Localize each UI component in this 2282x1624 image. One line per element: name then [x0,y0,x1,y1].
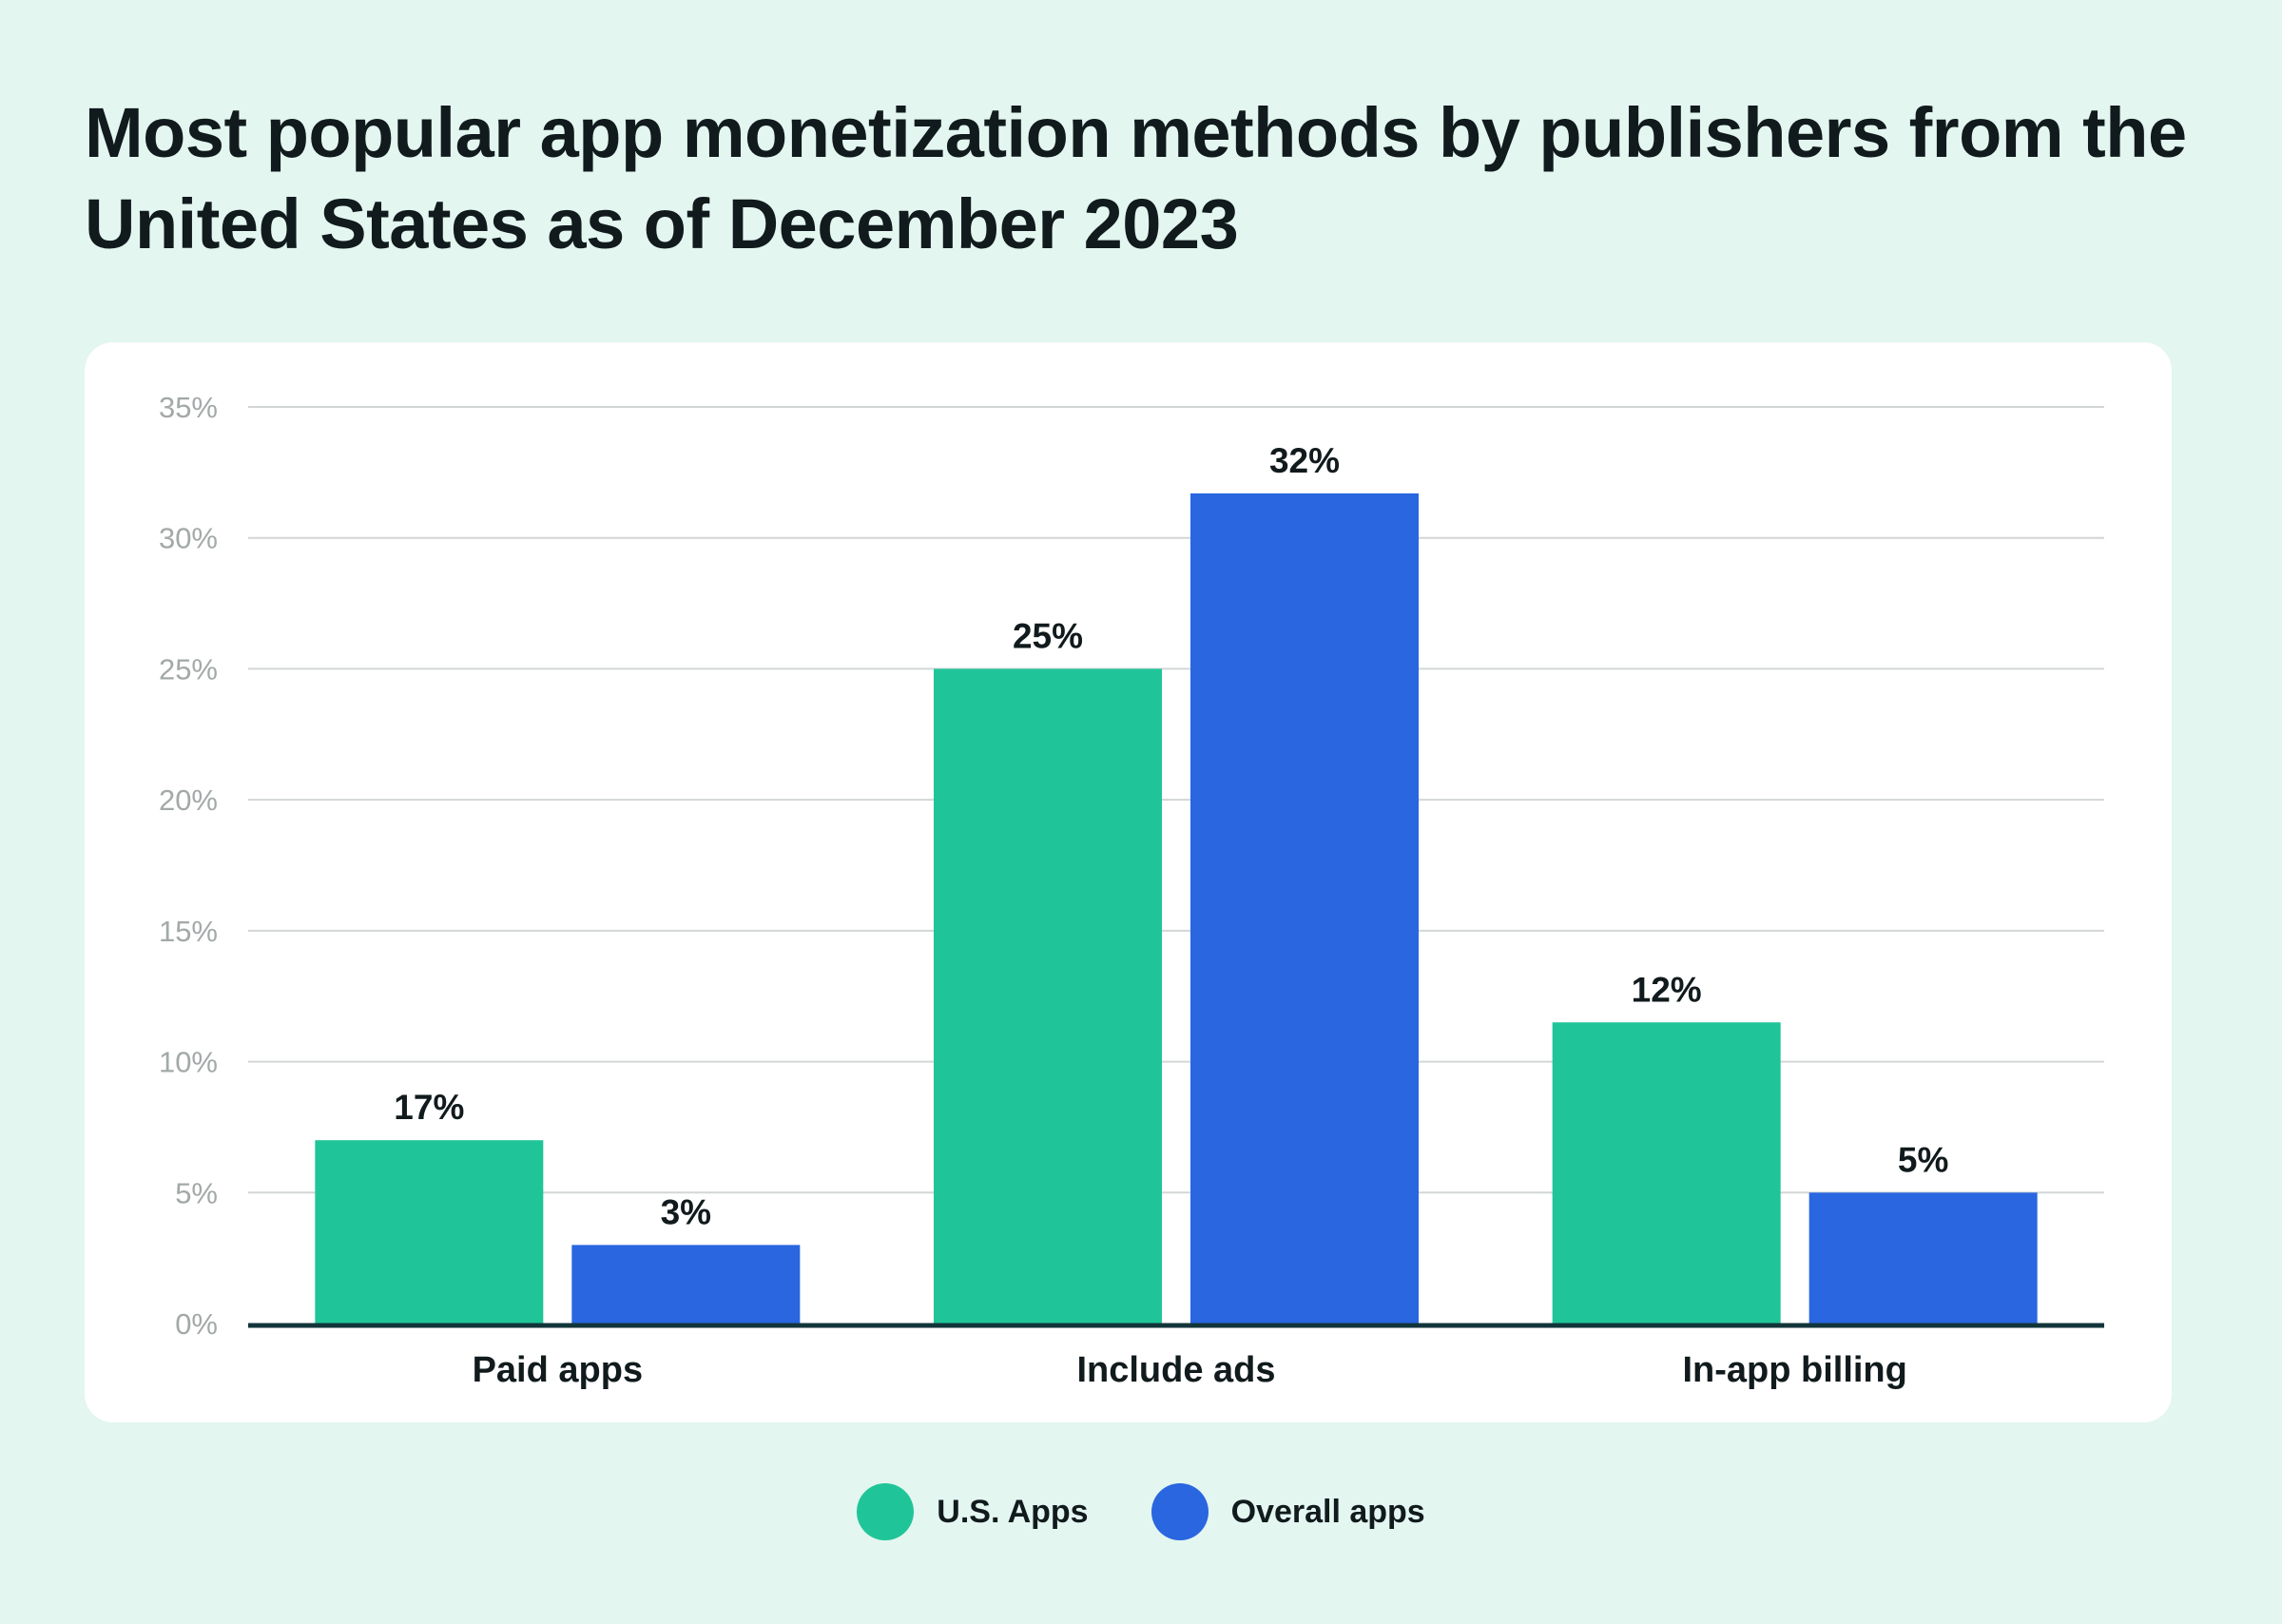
y-tick-label-10: 10% [159,1046,218,1079]
x-category-label-in-app-billing: In-app billing [1682,1350,1906,1390]
bar-include-ads-series-0 [934,668,1162,1324]
y-tick-label-5: 5% [175,1176,218,1209]
bar-in-app-billing-series-1 [1808,1192,2038,1324]
data-label-in-app-billing-series-1: 5% [1898,1140,1948,1179]
bar-paid-apps-series-0 [315,1140,544,1324]
y-axis-ticks: 0% 5% 10% 15% 20% 25% 30% 35% [159,391,218,1341]
bar-in-app-billing-series-0 [1552,1022,1781,1324]
y-tick-label-25: 25% [159,652,218,686]
chart-title: Most popular app monetization methods by… [85,93,2187,263]
legend-item-overall-apps[interactable]: Overall apps [1151,1483,1425,1540]
legend-swatch-overall-apps [1151,1483,1209,1540]
legend: U.S. Apps Overall apps [0,1483,2282,1540]
x-category-label-include-ads: Include ads [1076,1350,1275,1390]
y-tick-label-20: 20% [159,783,218,817]
y-tick-label-35: 35% [159,391,218,424]
x-axis-categories: Paid apps Include ads In-app billing [473,1350,1907,1390]
data-label-include-ads-series-0: 25% [1013,616,1083,655]
data-label-paid-apps-series-1: 3% [661,1192,711,1231]
bars [315,493,2038,1324]
y-tick-label-0: 0% [175,1307,218,1341]
bar-paid-apps-series-1 [571,1245,801,1324]
y-tick-label-15: 15% [159,915,218,948]
data-label-include-ads-series-1: 32% [1269,441,1340,480]
x-category-label-paid-apps: Paid apps [473,1350,644,1390]
legend-label-us-apps: U.S. Apps [937,1493,1089,1530]
data-labels: 17% 3% 25% 32% 12% 5% [394,441,1948,1231]
gridlines [248,406,2104,1194]
bar-chart: 0%5%10%15%20%25%30%35% 17%3%25%32%12%5% … [159,391,2104,1390]
chart-card: 0% 5% 10% 15% 20% 25% 30% 35% 17% 3% 25% 32% 12% 5% … [85,342,2172,1422]
data-label-in-app-billing-series-0: 12% [1632,970,1702,1009]
data-label-paid-apps-series-0: 17% [394,1088,464,1127]
legend-label-overall-apps: Overall apps [1230,1493,1425,1530]
legend-swatch-us-apps [857,1483,915,1540]
bar-include-ads-series-1 [1190,493,1419,1324]
legend-item-us-apps[interactable]: U.S. Apps [857,1483,1089,1540]
y-tick-label-30: 30% [159,522,218,555]
